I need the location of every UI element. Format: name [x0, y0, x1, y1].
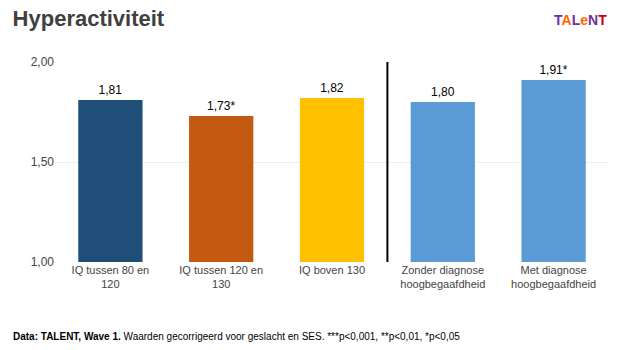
svg-text:2,00: 2,00 [31, 55, 55, 69]
svg-text:1,82: 1,82 [320, 81, 344, 95]
svg-text:1,73*: 1,73* [207, 99, 235, 113]
svg-text:TALeNT: TALeNT [554, 12, 607, 28]
svg-text:Met diagnosehoogbegaafdheid: Met diagnosehoogbegaafdheid [511, 264, 596, 290]
svg-text:1,91*: 1,91* [539, 63, 567, 77]
svg-text:1,81: 1,81 [99, 83, 123, 97]
svg-text:1,50: 1,50 [31, 155, 55, 169]
svg-text:Data: TALENT, Wave 1. Waarden: Data: TALENT, Wave 1. Waarden gecorrigee… [13, 331, 460, 342]
svg-text:Zonder diagnosehoogbegaafdheid: Zonder diagnosehoogbegaafdheid [400, 264, 485, 290]
svg-text:Hyperactiviteit: Hyperactiviteit [13, 6, 165, 31]
svg-text:1,00: 1,00 [31, 255, 55, 269]
svg-text:IQ tussen 80 en120: IQ tussen 80 en120 [72, 264, 150, 290]
svg-text:1,80: 1,80 [431, 85, 455, 99]
svg-text:IQ boven 130: IQ boven 130 [299, 264, 365, 276]
svg-text:IQ tussen 120 en130: IQ tussen 120 en130 [179, 264, 263, 290]
